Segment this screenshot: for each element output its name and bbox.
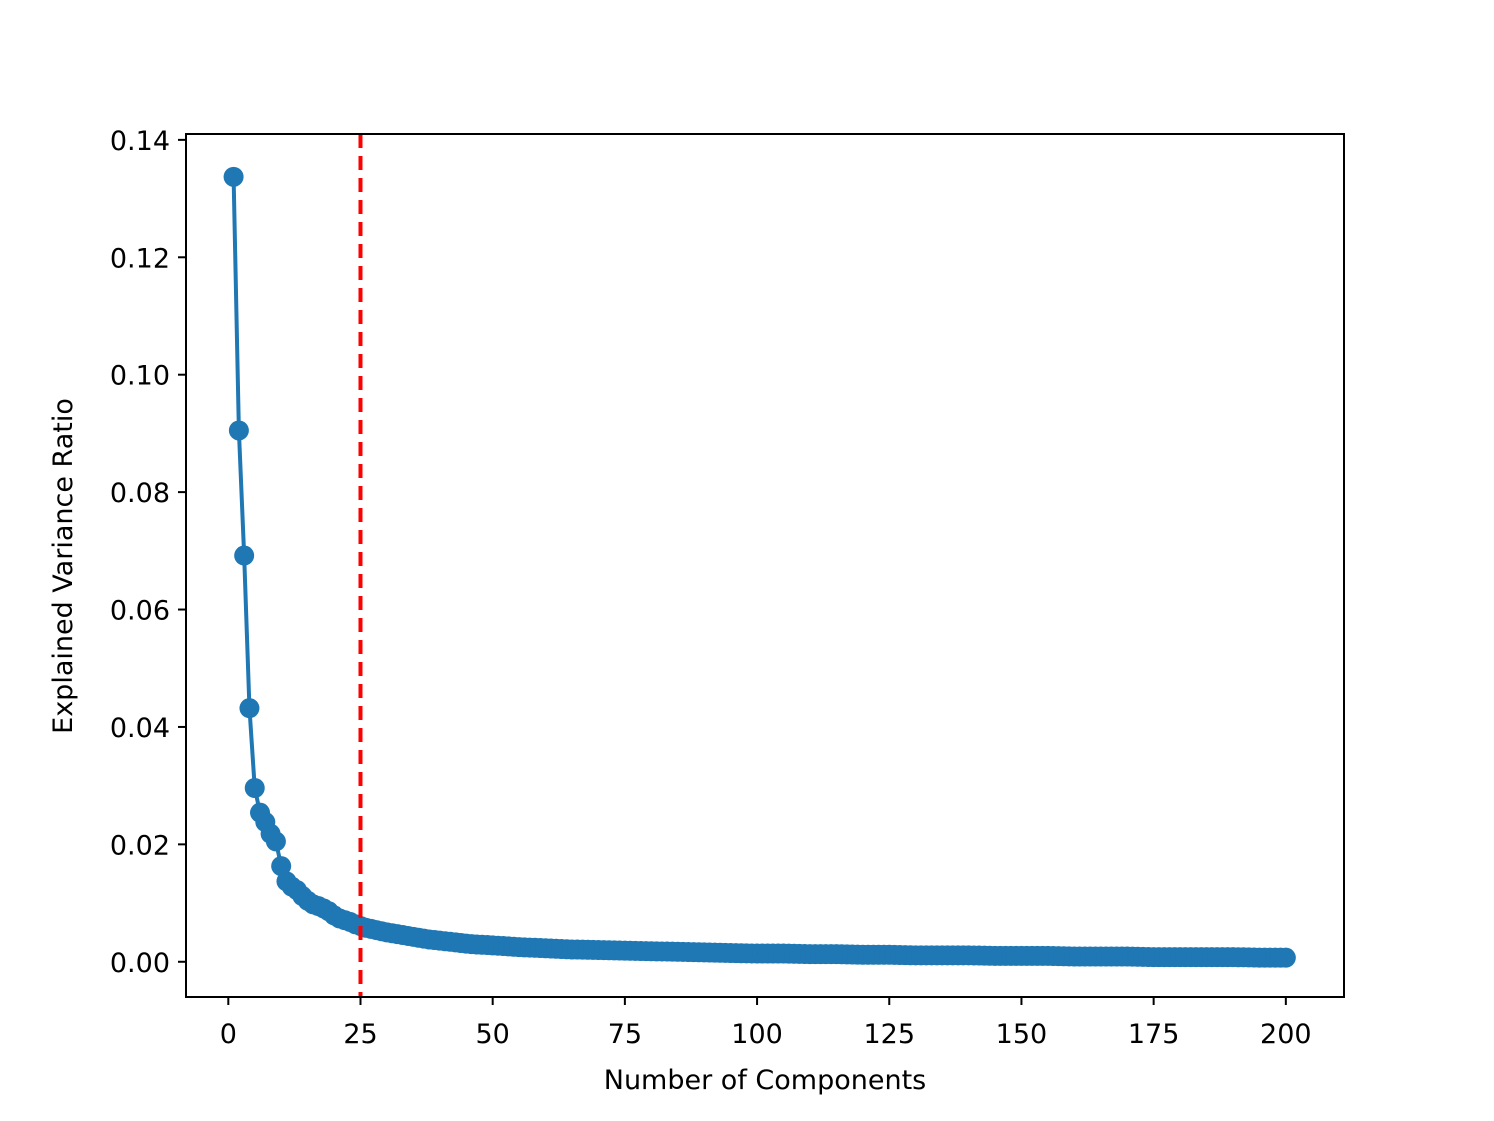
x-tick-label: 0 [220, 1019, 237, 1050]
y-tick-label: 0.02 [110, 830, 170, 861]
x-axis-label: Number of Components [604, 1065, 926, 1096]
data-point [223, 166, 244, 187]
x-tick-label: 150 [996, 1019, 1048, 1050]
data-point [244, 778, 265, 798]
plot-background [186, 134, 1344, 997]
data-point [271, 856, 292, 877]
y-tick-label: 0.14 [110, 126, 170, 157]
x-tick-label: 125 [863, 1019, 915, 1050]
x-tick-label: 175 [1128, 1019, 1180, 1050]
data-point [265, 831, 286, 852]
data-point [228, 420, 249, 441]
y-tick-label: 0.10 [110, 361, 170, 392]
y-tick-label: 0.04 [110, 713, 170, 744]
plot-frame [185, 133, 1345, 998]
y-tick-label: 0.00 [110, 948, 170, 979]
series-layer [223, 166, 1296, 968]
x-axis-ticks: 0 25 50 75 100 125 150 175 200 [220, 997, 1312, 1050]
x-tick-label: 200 [1260, 1019, 1312, 1050]
y-tick-label: 0.08 [110, 478, 170, 509]
data-point [239, 698, 260, 719]
data-point [234, 545, 255, 566]
x-tick-label: 25 [343, 1019, 377, 1050]
y-tick-label: 0.06 [110, 596, 170, 627]
x-tick-label: 100 [731, 1019, 783, 1050]
x-tick-label: 50 [476, 1019, 510, 1050]
y-axis-ticks: 0.00 0.02 0.04 0.06 0.08 0.10 0.12 0.14 [110, 126, 186, 979]
y-axis-label: Explained Variance Ratio [48, 398, 79, 734]
x-tick-label: 75 [608, 1019, 642, 1050]
data-point [1275, 947, 1296, 968]
y-tick-label: 0.12 [110, 243, 170, 274]
